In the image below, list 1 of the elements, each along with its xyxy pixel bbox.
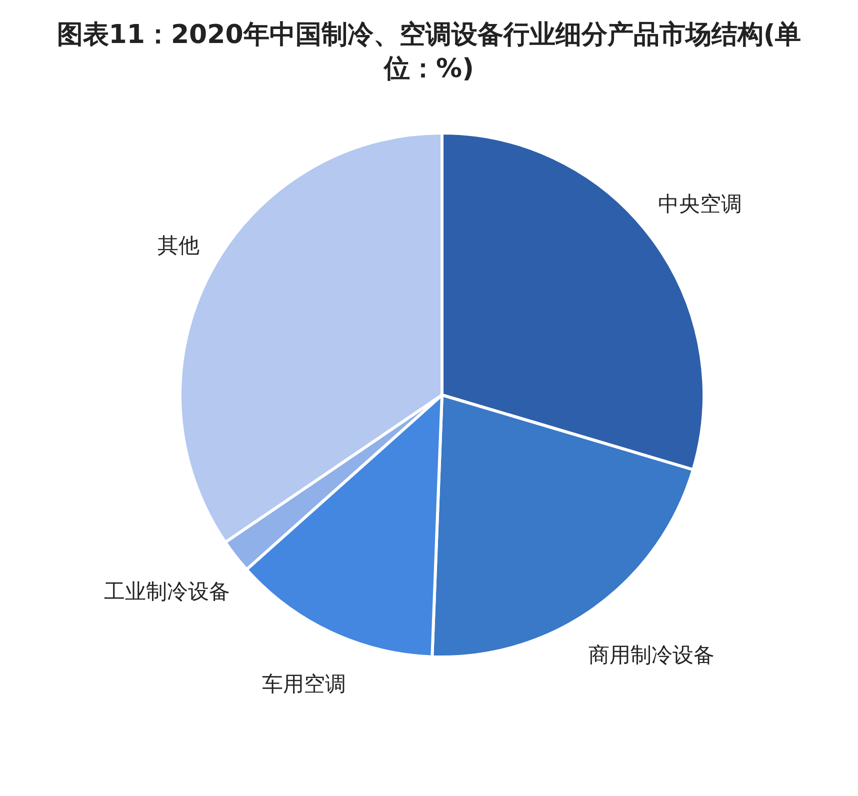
title: 图表11：2020年中国制冷、空调设备行业细分产品市场结构(单位：%) — [56, 19, 802, 86]
